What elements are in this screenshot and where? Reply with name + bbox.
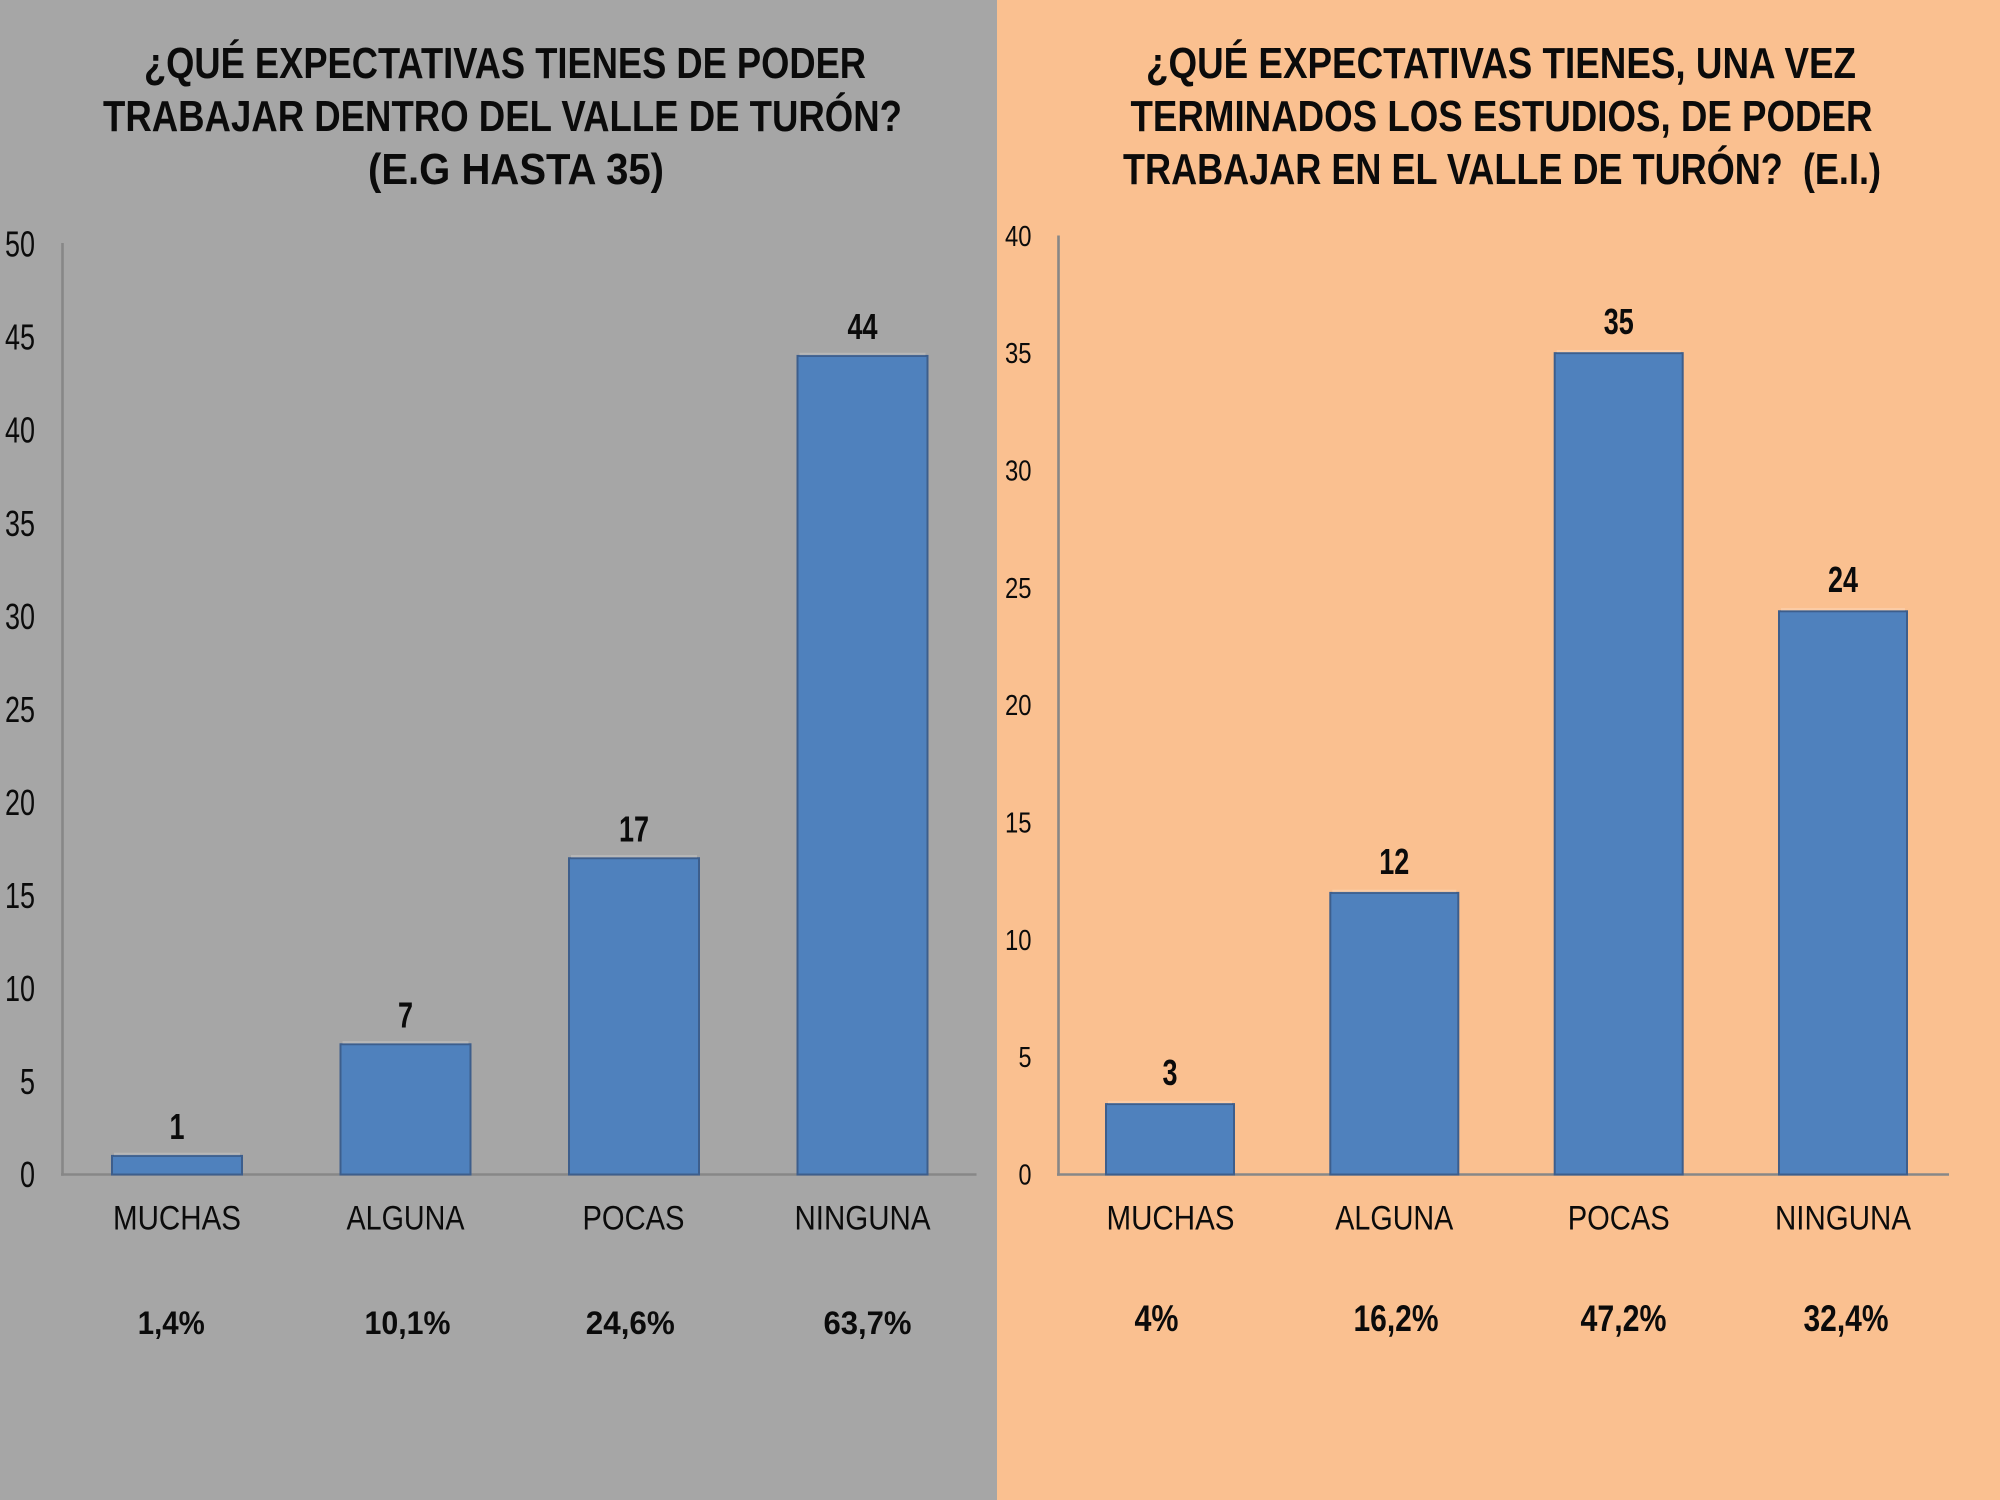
svg-text:20: 20 [1005,690,1032,722]
svg-text:NINGUNA: NINGUNA [1775,1200,1911,1238]
svg-text:30: 30 [5,596,35,637]
svg-text:35: 35 [1604,301,1634,342]
svg-text:¿QUÉ EXPECTATIVAS TIENES, UNA: ¿QUÉ EXPECTATIVAS TIENES, UNA VEZ [1146,38,1856,88]
svg-text:0: 0 [20,1154,35,1195]
svg-text:24,6%: 24,6% [586,1305,675,1341]
svg-text:20: 20 [5,782,35,823]
svg-text:4%: 4% [1135,1298,1179,1339]
svg-text:TERMINADOS LOS ESTUDIOS, DE PO: TERMINADOS LOS ESTUDIOS, DE PODER [1131,93,1873,141]
svg-text:32,4%: 32,4% [1804,1298,1889,1339]
svg-text:5: 5 [1019,1042,1032,1074]
svg-text:15: 15 [5,875,35,916]
svg-text:12: 12 [1379,841,1409,882]
svg-text:POCAS: POCAS [1568,1200,1670,1238]
svg-text:POCAS: POCAS [583,1200,685,1238]
svg-text:3: 3 [1163,1052,1178,1093]
svg-text:40: 40 [5,410,35,451]
svg-text:47,2%: 47,2% [1581,1298,1667,1339]
svg-text:40: 40 [1005,221,1032,253]
svg-text:10: 10 [1005,925,1032,957]
svg-text:MUCHAS: MUCHAS [113,1200,241,1238]
svg-text:TRABAJAR EN EL VALLE DE TURÓN?: TRABAJAR EN EL VALLE DE TURÓN? (E.I.) [1123,144,1881,194]
svg-text:¿QUÉ EXPECTATIVAS TIENES DE PO: ¿QUÉ EXPECTATIVAS TIENES DE PODER [144,38,866,88]
svg-text:7: 7 [398,995,413,1036]
svg-text:1,4%: 1,4% [138,1305,205,1341]
svg-text:16,2%: 16,2% [1354,1298,1439,1339]
svg-text:15: 15 [1005,808,1032,840]
svg-text:MUCHAS: MUCHAS [1107,1200,1235,1238]
svg-text:35: 35 [5,503,35,544]
svg-text:5: 5 [20,1061,35,1102]
svg-text:50: 50 [5,224,35,265]
svg-text:10,1%: 10,1% [365,1305,451,1341]
svg-text:TRABAJAR DENTRO DEL VALLE DE T: TRABAJAR DENTRO DEL VALLE DE TURÓN? [103,91,902,141]
svg-text:24: 24 [1828,559,1858,600]
svg-text:30: 30 [1005,456,1032,488]
svg-text:ALGUNA: ALGUNA [1335,1200,1453,1238]
svg-text:63,7%: 63,7% [824,1305,912,1341]
svg-text:NINGUNA: NINGUNA [795,1200,931,1238]
svg-text:44: 44 [848,306,878,347]
svg-text:17: 17 [619,808,649,849]
svg-text:ALGUNA: ALGUNA [347,1200,465,1238]
svg-text:(E.G HASTA 35): (E.G HASTA 35) [368,146,664,194]
svg-text:25: 25 [1005,573,1032,605]
svg-text:35: 35 [1005,338,1032,370]
svg-text:45: 45 [5,317,35,358]
svg-text:1: 1 [170,1106,185,1147]
svg-text:10: 10 [5,968,35,1009]
svg-text:25: 25 [5,689,35,730]
svg-text:0: 0 [1019,1160,1032,1192]
